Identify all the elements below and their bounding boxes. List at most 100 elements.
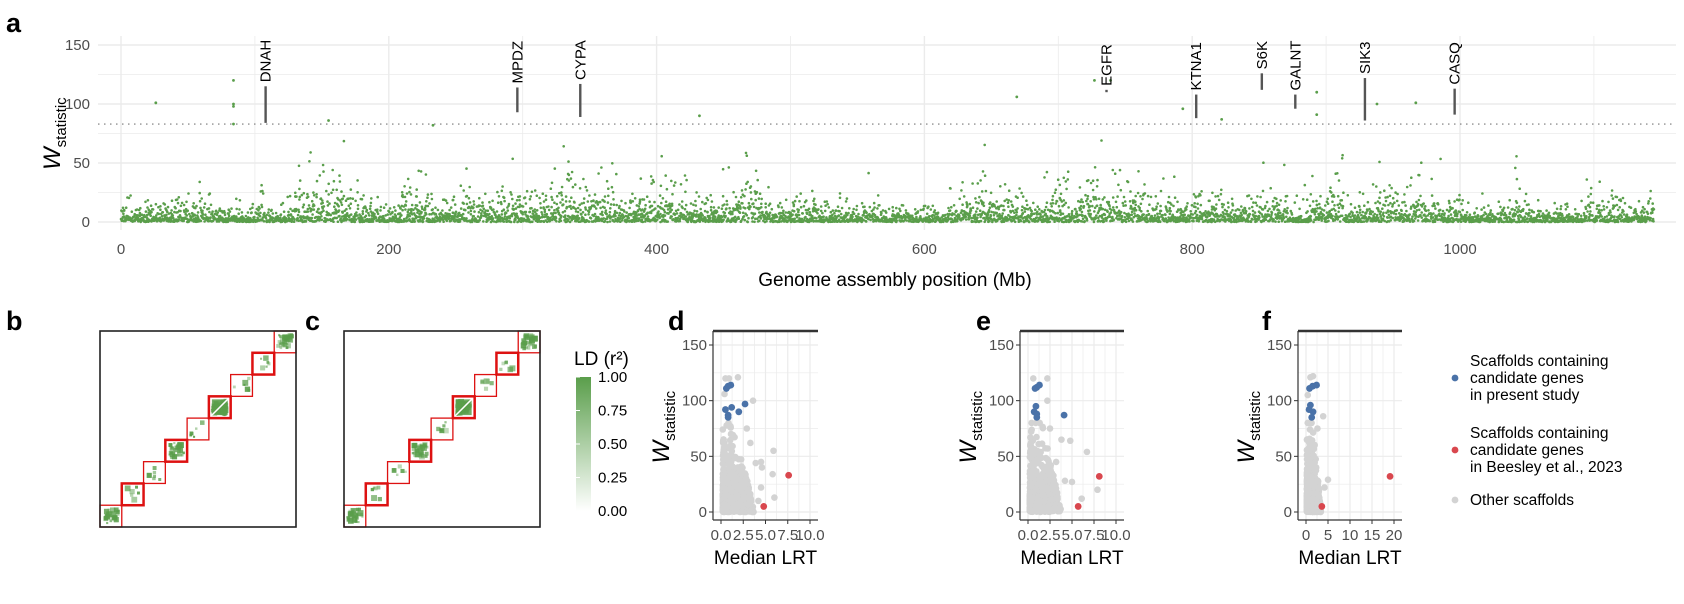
point xyxy=(1111,168,1115,172)
point xyxy=(319,197,323,200)
point xyxy=(1415,209,1419,212)
point xyxy=(309,151,312,154)
point xyxy=(260,183,263,187)
point xyxy=(452,195,456,198)
point xyxy=(503,215,507,218)
point xyxy=(701,214,704,217)
point xyxy=(324,217,327,220)
point xyxy=(361,210,365,213)
point xyxy=(784,198,788,202)
point xyxy=(768,213,771,217)
point xyxy=(1105,219,1108,222)
point xyxy=(1371,210,1374,214)
point xyxy=(163,203,167,206)
point xyxy=(615,211,619,215)
point xyxy=(361,217,364,220)
point xyxy=(1395,199,1399,203)
point xyxy=(1277,203,1281,207)
point xyxy=(754,198,757,202)
point xyxy=(744,151,748,155)
point xyxy=(511,197,514,201)
point xyxy=(343,209,347,213)
point xyxy=(1045,201,1049,204)
point xyxy=(294,191,297,195)
point xyxy=(555,194,559,198)
point xyxy=(745,154,749,157)
point xyxy=(306,210,310,213)
point xyxy=(1141,197,1144,201)
point xyxy=(709,205,713,209)
point xyxy=(404,200,408,203)
point xyxy=(1447,214,1450,218)
point xyxy=(379,205,383,209)
point xyxy=(1093,166,1097,169)
point xyxy=(261,189,264,193)
point xyxy=(400,191,404,194)
point xyxy=(1053,191,1057,194)
point xyxy=(1277,209,1281,212)
point xyxy=(683,174,687,177)
point xyxy=(1222,203,1225,206)
point xyxy=(1295,194,1299,197)
point xyxy=(472,206,475,209)
point xyxy=(1254,201,1258,205)
point xyxy=(518,198,521,202)
point xyxy=(306,192,309,196)
point xyxy=(1433,204,1436,208)
point xyxy=(933,209,937,212)
point xyxy=(185,214,189,217)
point xyxy=(1142,213,1145,216)
point xyxy=(1283,163,1286,167)
point xyxy=(1332,195,1336,198)
point xyxy=(312,208,316,211)
point xyxy=(746,220,749,224)
point xyxy=(194,206,197,210)
point xyxy=(512,208,516,211)
point xyxy=(149,214,152,217)
point xyxy=(281,201,285,205)
point xyxy=(1127,219,1131,223)
point xyxy=(1061,212,1065,216)
point xyxy=(250,211,253,214)
point xyxy=(1094,216,1098,220)
point xyxy=(868,205,872,209)
point xyxy=(1264,204,1267,208)
point xyxy=(420,205,424,208)
point xyxy=(1422,202,1425,205)
point xyxy=(210,212,214,216)
point xyxy=(507,202,511,206)
point xyxy=(1298,207,1301,211)
point xyxy=(1074,207,1077,211)
point xyxy=(351,197,355,200)
point xyxy=(983,143,986,147)
point xyxy=(982,204,986,208)
point xyxy=(670,179,673,183)
point xyxy=(1382,215,1386,218)
point xyxy=(1062,176,1066,180)
point xyxy=(1086,194,1090,198)
point xyxy=(827,206,831,209)
point xyxy=(1220,188,1223,192)
point xyxy=(624,201,627,205)
point xyxy=(1188,220,1191,223)
point xyxy=(582,197,586,200)
point xyxy=(795,195,798,198)
point xyxy=(1293,201,1297,204)
point xyxy=(1358,211,1362,214)
point xyxy=(207,219,210,223)
point xyxy=(1156,202,1160,205)
point xyxy=(1349,215,1352,219)
point xyxy=(1148,203,1151,206)
point xyxy=(913,208,917,211)
point xyxy=(1016,207,1019,210)
point xyxy=(567,160,570,163)
point xyxy=(1011,205,1015,208)
point xyxy=(1214,195,1217,198)
point xyxy=(472,200,476,203)
point xyxy=(442,220,445,223)
point xyxy=(1081,217,1085,221)
point xyxy=(1089,212,1092,216)
point xyxy=(625,211,628,214)
point xyxy=(530,206,533,210)
